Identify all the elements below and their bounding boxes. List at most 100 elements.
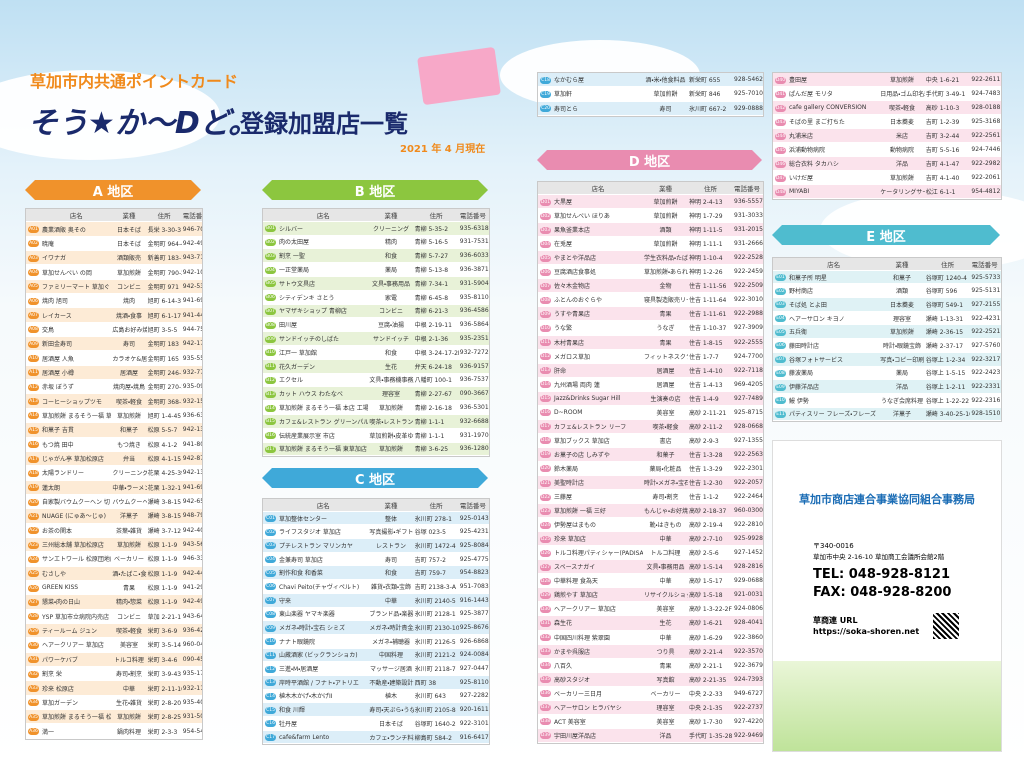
shop-name: 草加煎餅 一福 三好 xyxy=(554,508,606,516)
shop-code: D38 xyxy=(539,718,552,726)
code-cell: B09 xyxy=(263,335,278,343)
shop-name: 農業酒販 奥その xyxy=(42,226,86,234)
shop-code: B01 xyxy=(265,225,276,233)
code-cell: B11 xyxy=(263,362,278,371)
shop-code: D35 xyxy=(539,676,552,684)
code-cell: B10 xyxy=(263,348,278,357)
address: 旭町 6-14-3 xyxy=(147,298,182,306)
header-cell: 住所 xyxy=(429,501,443,510)
shop-name: トルコ料理パティシャー(PADISAH) xyxy=(554,550,643,558)
code-cell: D32 xyxy=(538,633,553,642)
shop-row: B05 サトウ文具店 文具・事務用品 青柳 7-34-1 931-5904 xyxy=(263,276,489,291)
phone: 949-6727 xyxy=(734,689,763,697)
category: メガネ・時計貴金属 xyxy=(369,625,414,633)
code-cell: B03 xyxy=(263,252,278,260)
code-cell: C09 xyxy=(263,624,278,632)
phone: 922-2737 xyxy=(734,703,763,711)
shop-code: C11 xyxy=(265,651,276,659)
shop-row: D35 高砂スタジオ 写真館 高砂 2-21-35 924-7393 xyxy=(538,672,763,687)
category: 寿司・天ぷら・うなぎ xyxy=(369,707,414,715)
category: 酒・米・他食料品 xyxy=(645,77,686,85)
shop-row: C11 山蔵酒家 (ビックランショカ) 中国料理 氷川町 2121-2 924-0084 xyxy=(263,648,489,663)
shop-code: D29 xyxy=(539,591,552,599)
category: 写真・コピー印刷 xyxy=(880,356,925,364)
category: 青果 xyxy=(122,585,135,593)
code-cell: D30 xyxy=(538,605,553,613)
shop-code: D24 xyxy=(539,521,552,529)
address: 長栄 3-30-3 xyxy=(147,226,182,234)
shop-code: C04 xyxy=(265,556,276,564)
shop-code: C20 xyxy=(540,105,551,113)
code-cell: C04 xyxy=(263,555,278,564)
shop-name: やまとや洋品店 xyxy=(554,255,597,263)
phone: 941-6967 xyxy=(182,483,202,491)
category: ケータリングサービス xyxy=(880,189,925,196)
category: 不動産・建築設計 xyxy=(369,679,414,687)
phone: 928-0188 xyxy=(971,104,1001,111)
code-cell: E06 xyxy=(773,341,788,350)
code-cell: D20 xyxy=(538,464,553,473)
category: 広島お好み焼 xyxy=(112,326,147,334)
logo: そう★か～Dど。 xyxy=(28,106,259,141)
phone: 936-5557 xyxy=(734,198,763,206)
code-cell: A04 xyxy=(26,268,41,277)
shop-code: A31 xyxy=(28,656,39,664)
shop-row: E04 ヘアーサロン キヨノ 理容室 瀬崎 1-13-31 922-4231 xyxy=(773,311,1001,326)
shop-name: 野村商店 xyxy=(789,288,814,296)
code-cell: D07 xyxy=(538,282,553,290)
code-cell: A10 xyxy=(26,354,41,363)
address: 住吉 1-11-64 xyxy=(689,297,727,305)
shop-name: 和食 川輝 xyxy=(279,707,305,715)
address: 草加 2-21-1 xyxy=(147,613,182,621)
shop-name: 豊田屋 xyxy=(789,77,808,84)
phone: 922-2459 xyxy=(734,268,763,276)
shop-code: B09 xyxy=(265,335,276,343)
shop-code: B12 xyxy=(265,376,276,384)
shop-row: D30 ヘアークリアー 草加店 美容室 高砂 1-3-22-2F 924-0806 xyxy=(538,602,763,617)
address: 谷塚町 1240-4 xyxy=(925,274,967,282)
shop-row: B06 シティデンキ さとう 家電 青柳 6-45-8 935-8110 xyxy=(263,290,489,305)
shop-code: A02 xyxy=(28,240,39,248)
address: 栄町 3-4-6 xyxy=(147,656,178,664)
phone: 954-4812 xyxy=(971,188,1001,195)
shop-name: 田川屋 xyxy=(279,322,298,330)
shop-table: 店名 業種 住所 電話番号 B01 シルバー クリーニング 青柳 5-35-2 935-6318… xyxy=(262,208,490,458)
header-cell: 店名 xyxy=(316,211,330,220)
phone: 925-3877 xyxy=(459,610,489,618)
shop-code: A21 xyxy=(28,512,39,520)
header-cell: 業種 xyxy=(122,212,136,221)
phone: 942-1000 xyxy=(182,268,202,276)
phone: 927-1355 xyxy=(734,436,763,444)
address: 神明 1-7-29 xyxy=(689,213,723,221)
address: 栄町 2-11-10 xyxy=(147,685,182,693)
shop-table: 店名 業種 住所 電話番号 D01 大黒屋 草加煎餅 神明 2-4-13 936-5557 D02… xyxy=(537,181,764,744)
category: 和菓子 xyxy=(892,274,911,282)
phone: 927-0447 xyxy=(459,665,489,673)
title: 登録加盟店一覧 xyxy=(240,110,408,138)
address: 住吉 1-4-13 xyxy=(689,381,723,389)
category: 動物病院 xyxy=(889,147,914,154)
phone: 920-1611 xyxy=(459,706,489,714)
shop-row: C03 プチレストラン マリンカヤ レストラン 氷川町 1472-4 925-8084 xyxy=(263,539,489,553)
address: 松原 1-1-9 xyxy=(147,542,178,550)
code-cell: D16 xyxy=(538,408,553,417)
category: 日用品・ゴム印名刺 xyxy=(880,91,925,98)
phone: 922-2521 xyxy=(971,328,1001,336)
address: 瀬崎 1-13-31 xyxy=(925,315,964,323)
address: 弁天 6-24-18 xyxy=(414,363,452,371)
code-cell: D14 xyxy=(538,380,553,389)
code-cell: D42 xyxy=(773,104,788,112)
shop-row: C04 金兼寿司 草加店 寿司 吉町 757-2 925-4775 xyxy=(263,552,489,567)
address: 高砂 1-5-14 xyxy=(689,564,723,572)
phone: 931-1970 xyxy=(459,431,489,439)
code-cell: D11 xyxy=(538,338,553,347)
shop-name: 満一 xyxy=(42,728,55,736)
